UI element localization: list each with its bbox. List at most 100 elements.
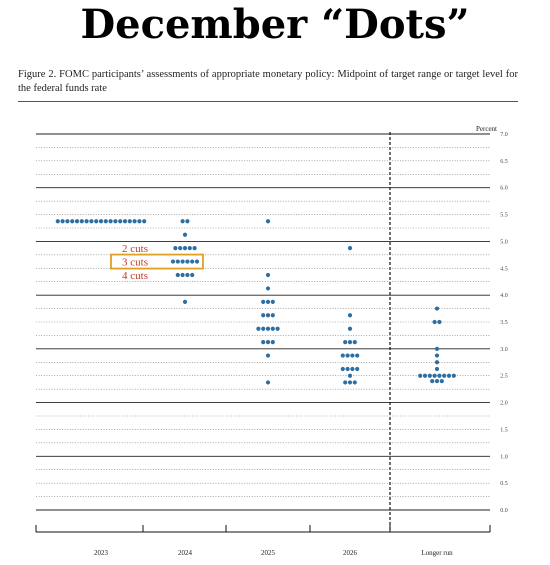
dot (187, 246, 192, 251)
dot (180, 272, 185, 278)
y-tick-label: 7.0 (500, 132, 508, 138)
y-axis-unit-label: Percent (476, 125, 497, 133)
axis-frame (35, 132, 491, 533)
dot (347, 373, 353, 378)
y-tick-label: 0.5 (500, 481, 508, 487)
x-tick-label: 2024 (178, 549, 193, 557)
dot (74, 219, 80, 224)
dot (108, 219, 113, 224)
y-tick-label: 2.5 (500, 374, 508, 380)
y-tick-label: 5.5 (500, 213, 508, 219)
dot (345, 366, 350, 372)
dot (343, 380, 348, 385)
dot (185, 259, 190, 264)
dot (422, 373, 428, 378)
dot (434, 378, 440, 384)
dot (451, 373, 456, 378)
cut-label: 4 cuts (122, 270, 148, 282)
dot-series (55, 219, 456, 385)
dot (418, 373, 423, 378)
dot (265, 326, 271, 331)
dot (265, 340, 271, 345)
dot (261, 299, 266, 304)
page-headline: December “Dots” (80, 1, 470, 48)
dot (84, 219, 89, 224)
dot (180, 259, 185, 264)
dot (430, 378, 435, 384)
figure-caption: Figure 2. FOMC participants’ assessments… (18, 69, 518, 94)
dot (347, 340, 353, 345)
dot (178, 246, 183, 251)
dot (185, 272, 190, 278)
dot (434, 346, 440, 351)
dot (270, 313, 275, 318)
x-tick-labels: 2023 2024 2025 2026 Longer run (94, 549, 453, 557)
y-tick-label: 1.5 (500, 427, 508, 433)
dot (94, 219, 99, 224)
dot (182, 232, 188, 237)
y-tick-label: 6.0 (500, 186, 508, 192)
dot (347, 313, 353, 318)
dot (137, 219, 142, 224)
x-tick-label: 2026 (343, 549, 358, 557)
gridlines (36, 133, 490, 511)
dot (270, 340, 275, 345)
dot (270, 326, 275, 331)
dot (432, 319, 437, 325)
dot (427, 373, 432, 378)
dot (182, 299, 188, 304)
y-tick-label: 4.0 (500, 293, 508, 299)
dot (347, 380, 353, 385)
dot (261, 326, 266, 331)
dot (190, 272, 195, 278)
dot (185, 219, 190, 224)
cut-label: 2 cuts (122, 243, 148, 255)
dot (340, 366, 345, 372)
dot (270, 299, 275, 304)
y-tick-label: 3.0 (500, 347, 508, 353)
dot (347, 246, 353, 251)
cut-label: 3 cuts (122, 257, 148, 269)
dot (265, 353, 271, 358)
dot (352, 380, 357, 385)
dot (170, 259, 176, 264)
highlight-box (110, 253, 204, 270)
dot (343, 340, 348, 345)
dot (60, 219, 65, 224)
dot (350, 366, 355, 372)
dot (190, 259, 195, 264)
dot (192, 246, 197, 251)
y-tick-label: 0.0 (500, 508, 508, 514)
dot (256, 326, 261, 331)
dot (345, 353, 350, 358)
dot (352, 340, 357, 345)
dot (65, 219, 70, 224)
dot (182, 246, 188, 251)
y-tick-labels: 0.0 0.5 1.0 1.5 2.0 2.5 3.0 3.5 4.0 4.5 5.0 5.5 6.0 6… (500, 132, 508, 514)
dot (194, 259, 200, 264)
dot (439, 378, 444, 384)
dot (355, 353, 360, 358)
y-tick-label: 6.5 (500, 159, 508, 165)
dot (180, 219, 185, 224)
dot (265, 272, 271, 278)
dot (173, 246, 178, 251)
dot (265, 299, 271, 304)
dot (432, 373, 437, 378)
y-tick-label: 4.5 (500, 266, 508, 272)
dot (442, 373, 447, 378)
dot (175, 259, 180, 264)
dot (261, 340, 266, 345)
x-tick-label: 2025 (261, 549, 276, 557)
y-tick-label: 2.0 (500, 401, 508, 407)
x-tick-label: Longer run (421, 549, 453, 557)
dot (347, 326, 353, 331)
dot (132, 219, 137, 224)
dot (79, 219, 84, 224)
dot (175, 272, 180, 278)
dot (350, 353, 355, 358)
y-tick-label: 1.0 (500, 454, 508, 460)
dot (98, 219, 104, 224)
